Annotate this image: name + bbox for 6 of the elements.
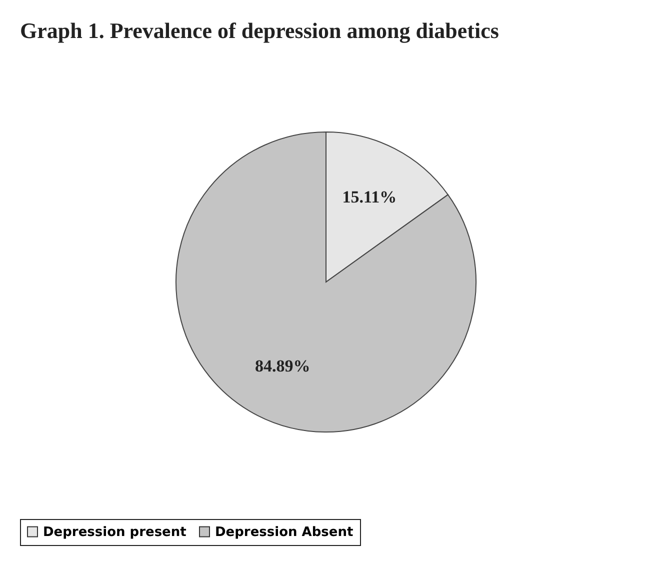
legend-label: Depression Absent: [215, 524, 354, 540]
data-label: 84.89%: [254, 356, 310, 376]
pie-slice: [176, 132, 476, 432]
data-label: 15.11%: [342, 188, 397, 207]
chart-title: Graph 1. Prevalence of depression among diabetics: [20, 18, 500, 43]
legend-label: Depression present: [43, 524, 186, 540]
